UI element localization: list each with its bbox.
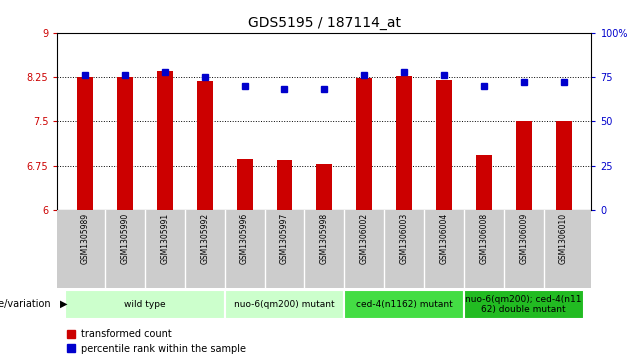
Bar [157, 71, 173, 210]
Text: nuo-6(qm200); ced-4(n11
62) double mutant: nuo-6(qm200); ced-4(n11 62) double mutan… [466, 294, 582, 314]
Text: ▶: ▶ [60, 299, 68, 309]
Bar [436, 80, 452, 210]
Bar [396, 76, 412, 210]
Text: wild type: wild type [124, 300, 166, 309]
Bar [237, 159, 252, 210]
Text: genotype/variation: genotype/variation [0, 299, 51, 309]
Bar [316, 164, 333, 210]
Bar [356, 78, 372, 210]
Text: GSM1305990: GSM1305990 [120, 212, 130, 264]
Bar [476, 155, 492, 210]
Text: GSM1306003: GSM1306003 [399, 212, 408, 264]
Text: GSM1305996: GSM1305996 [240, 212, 249, 264]
Text: ced-4(n1162) mutant: ced-4(n1162) mutant [356, 300, 452, 309]
Text: GSM1305992: GSM1305992 [200, 212, 209, 264]
Bar [66, 290, 225, 319]
Title: GDS5195 / 187114_at: GDS5195 / 187114_at [248, 16, 401, 30]
Bar [464, 290, 583, 319]
Text: nuo-6(qm200) mutant: nuo-6(qm200) mutant [234, 300, 335, 309]
Bar [344, 290, 464, 319]
Bar [516, 122, 532, 210]
Bar [77, 77, 93, 210]
Legend: transformed count, percentile rank within the sample: transformed count, percentile rank withi… [62, 325, 249, 358]
Text: GSM1305989: GSM1305989 [81, 212, 90, 264]
Text: GSM1305997: GSM1305997 [280, 212, 289, 264]
Bar [225, 290, 344, 319]
Bar [556, 122, 572, 210]
Text: GSM1306004: GSM1306004 [439, 212, 448, 264]
Bar [197, 81, 212, 210]
Bar [277, 160, 293, 210]
Text: GSM1306010: GSM1306010 [559, 212, 568, 264]
Text: GSM1306009: GSM1306009 [519, 212, 529, 264]
Text: GSM1306008: GSM1306008 [480, 212, 488, 264]
Text: GSM1305991: GSM1305991 [160, 212, 169, 264]
Text: GSM1306002: GSM1306002 [360, 212, 369, 264]
Bar [117, 77, 133, 210]
Text: GSM1305998: GSM1305998 [320, 212, 329, 264]
